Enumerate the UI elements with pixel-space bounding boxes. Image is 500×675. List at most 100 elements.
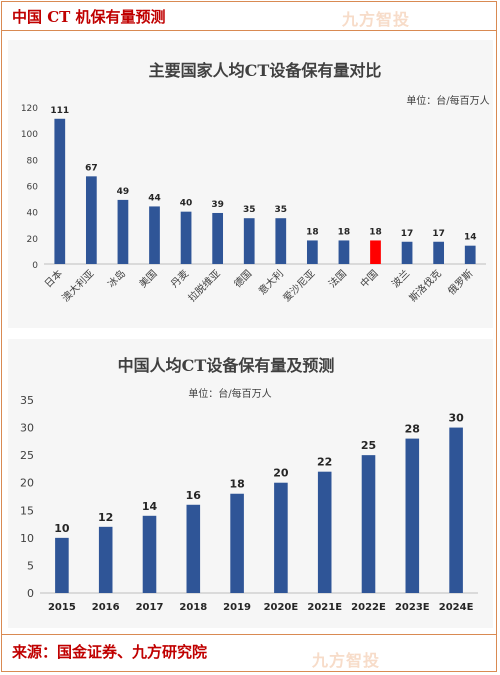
chart-panel-forecast: 中国人均CT设备保有量及预测单位：台/每百万人 0 5 10 15 20 25 30 35 10 2… (8, 339, 493, 628)
y-tick-label: 40 (27, 209, 39, 219)
bar (274, 482, 288, 593)
data-label: 16 (186, 489, 202, 502)
y-tick-label: 100 (21, 130, 38, 140)
bar (405, 438, 420, 593)
bar (401, 241, 413, 264)
watermark-bottom: 九方智投 (312, 651, 381, 670)
x-tick-label: 意大利 (256, 267, 286, 297)
bar (338, 240, 350, 264)
data-label: 39 (211, 200, 224, 210)
x-tick-label: 丹麦 (169, 268, 192, 291)
data-label: 18 (369, 227, 382, 237)
x-tick-label: 澳大利亚 (59, 267, 96, 304)
y-tick-label: 25 (20, 449, 34, 462)
data-label: 18 (338, 227, 351, 237)
x-tick-label: 美国 (136, 267, 159, 290)
bar (186, 504, 201, 593)
x-tick-label: 2024E (439, 602, 474, 613)
data-label: 18 (229, 478, 244, 491)
data-label: 22 (317, 456, 332, 469)
y-tick-label: 35 (20, 394, 34, 407)
bar (464, 245, 476, 264)
x-tick-label: 2016 (92, 602, 120, 613)
y-tick-label: 5 (27, 559, 34, 572)
data-label: 67 (85, 163, 98, 173)
bar (317, 471, 332, 593)
footer-bar: 来源：国金证券、九方研究院 九方智投 (2, 634, 496, 673)
data-label: 40 (180, 199, 193, 209)
x-tick-label: 俄罗斯 (445, 267, 475, 297)
bar (306, 240, 318, 264)
data-label: 49 (117, 187, 130, 197)
bar (55, 537, 69, 593)
bar (117, 199, 129, 264)
x-tick-label: 2019 (223, 602, 251, 613)
bar (433, 241, 445, 264)
y-tick-label: 30 (20, 422, 34, 435)
bar (54, 118, 66, 265)
x-tick-label: 斯洛伐克 (406, 267, 443, 304)
bar (230, 493, 244, 593)
bar (149, 206, 160, 264)
x-tick-label: 波兰 (389, 267, 412, 290)
data-label: 25 (361, 439, 376, 452)
bar (449, 427, 463, 593)
source-note: 来源：国金证券、九方研究院 (12, 643, 208, 661)
data-label: 17 (401, 229, 414, 239)
bar (275, 218, 287, 264)
y-tick-label: 20 (20, 477, 34, 490)
x-tick-label: 2015 (48, 602, 76, 613)
x-tick-label: 2017 (136, 602, 164, 613)
bar (370, 240, 381, 264)
bar (243, 218, 255, 264)
bar (180, 211, 192, 264)
unit-note: 单位：台/每百万人 (188, 387, 271, 400)
data-label: 14 (464, 233, 477, 243)
y-tick-label: 0 (27, 587, 34, 600)
data-label: 17 (432, 229, 445, 239)
y-tick-label: 120 (21, 104, 38, 114)
figure-title: 中国 CT 机保有量预测 (12, 8, 166, 26)
data-label: 28 (405, 423, 420, 436)
data-label: 12 (98, 511, 113, 524)
unit-note: 单位：台/每百万人 (406, 94, 489, 107)
x-tick-label: 拉脱维亚 (185, 267, 222, 304)
data-label: 18 (306, 227, 319, 237)
bar (142, 515, 157, 593)
y-tick-label: 60 (27, 183, 39, 193)
chart-title: 中国人均CT设备保有量及预测 (118, 356, 335, 375)
x-tick-label: 2022E (351, 602, 386, 613)
data-label: 14 (142, 500, 158, 513)
data-label: 111 (50, 106, 69, 116)
x-tick-label: 日本 (42, 267, 65, 290)
x-tick-label: 2018 (179, 602, 207, 613)
x-tick-label: 法国 (326, 267, 349, 290)
watermark-top: 九方智投 (342, 10, 411, 29)
x-tick-label: 德国 (231, 267, 254, 290)
bar (98, 526, 113, 593)
data-label: 35 (275, 205, 288, 215)
bar (85, 176, 97, 264)
x-tick-label: 爱沙尼亚 (280, 267, 317, 304)
bar (361, 455, 376, 593)
data-label: 10 (54, 522, 70, 535)
x-tick-label: 2020E (264, 602, 299, 613)
header-bar: 中国 CT 机保有量预测 九方智投 (2, 2, 496, 31)
y-tick-label: 10 (20, 532, 34, 545)
data-label: 44 (148, 193, 161, 203)
chart-title: 主要国家人均CT设备保有量对比 (149, 61, 382, 80)
y-tick-label: 20 (27, 235, 39, 245)
x-tick-label: 2023E (395, 602, 430, 613)
y-tick-label: 80 (27, 156, 39, 166)
x-tick-label: 冰岛 (105, 267, 128, 290)
data-label: 20 (273, 467, 289, 480)
bar (212, 212, 224, 264)
y-tick-label: 0 (32, 261, 38, 271)
y-tick-label: 15 (20, 504, 34, 517)
x-tick-label: 2021E (307, 602, 342, 613)
data-label: 30 (448, 412, 464, 425)
chart-panel-countries: 主要国家人均CT设备保有量对比单位：台/每百万人 0 20 40 60 80 100 120 1… (8, 40, 493, 328)
